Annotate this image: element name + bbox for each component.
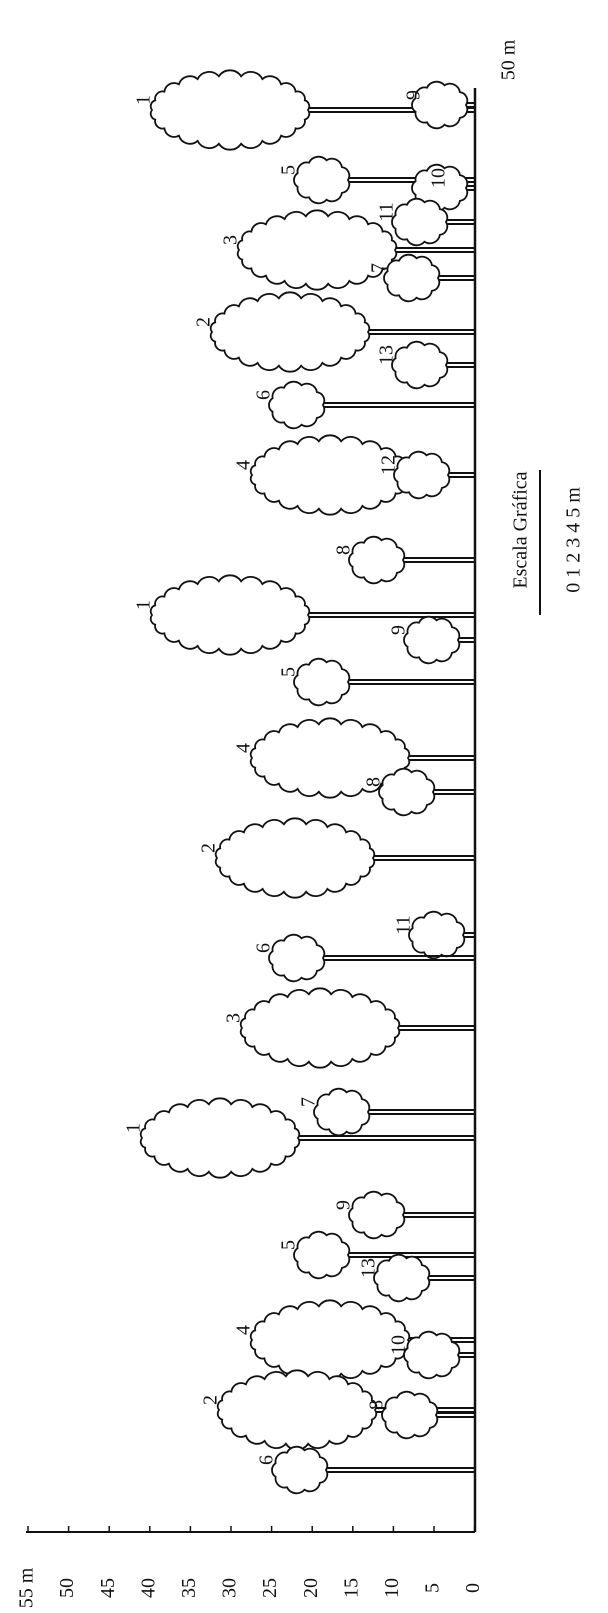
- tree-label: 6: [256, 1455, 278, 1465]
- crown: [348, 535, 406, 585]
- crown: [313, 1087, 371, 1137]
- crown: [391, 340, 449, 390]
- tree-label: 11: [376, 202, 398, 221]
- tree-label: 5: [278, 667, 300, 677]
- tree-label: 1: [133, 600, 155, 610]
- crown: [348, 1190, 406, 1240]
- tree-label: 7: [298, 1097, 320, 1107]
- crown: [236, 209, 398, 291]
- crown: [293, 1230, 351, 1280]
- tree-label: 2: [198, 843, 220, 853]
- height-tick-label: 35: [178, 1578, 200, 1598]
- tree-label: 5: [278, 1240, 300, 1250]
- tree-label: 6: [253, 943, 275, 953]
- tree-label: 13: [376, 345, 398, 365]
- tree-label: 10: [428, 168, 450, 188]
- tree-label: 8: [363, 777, 385, 787]
- crown: [391, 197, 449, 247]
- crown: [209, 291, 371, 373]
- scale-label: 0 1 2 3 4 5 m: [563, 487, 585, 593]
- crown: [149, 69, 311, 151]
- scale-title: Escala Gráfica: [510, 471, 532, 588]
- crown: [249, 717, 411, 799]
- tree-label: 9: [388, 625, 410, 635]
- tree-label: 9: [403, 90, 425, 100]
- height-tick-label: 15: [340, 1578, 362, 1598]
- tree-label: 8: [333, 545, 355, 555]
- height-tick-label: 40: [137, 1578, 159, 1598]
- crown: [381, 1390, 439, 1440]
- tree-label: 1: [123, 1123, 145, 1133]
- height-tick-label: 20: [300, 1578, 322, 1598]
- crown: [249, 434, 411, 516]
- crown: [293, 155, 351, 205]
- tree-label: 4: [233, 460, 255, 470]
- height-tick-label: 50: [56, 1578, 78, 1598]
- height-tick-label: 25: [259, 1578, 281, 1598]
- crown: [214, 817, 376, 899]
- tree-label: 12: [378, 455, 400, 475]
- height-tick-label: 10: [381, 1578, 403, 1598]
- tree-label: 13: [358, 1258, 380, 1278]
- crown: [293, 657, 351, 707]
- crown: [268, 380, 326, 430]
- crown: [393, 450, 451, 500]
- trees: 1 9 5 10 11 3 7 2 13 6 4 12 8 1 9 5 4 8 2 11 6 3 7 1 9 5 13 4 10 2 8 6: [123, 69, 475, 1495]
- tree-label: 2: [193, 317, 215, 327]
- tree-label: 8: [366, 1400, 388, 1410]
- crown: [403, 615, 461, 665]
- height-tick-label: 45: [97, 1578, 119, 1598]
- tree-label: 1: [133, 95, 155, 105]
- tree-label: 9: [333, 1200, 355, 1210]
- tree-label: 6: [253, 390, 275, 400]
- tree-label: 2: [200, 1395, 222, 1405]
- height-tick-label: 55 m: [16, 1567, 38, 1608]
- crown: [268, 933, 326, 983]
- tree-label: 3: [223, 1013, 245, 1023]
- crown: [216, 1369, 378, 1451]
- tree-label: 3: [220, 235, 242, 245]
- height-tick-label: 0: [462, 1583, 484, 1593]
- height-tick-label: 30: [219, 1578, 241, 1598]
- tree-label: 4: [233, 743, 255, 753]
- tree-label: 10: [388, 1335, 410, 1355]
- crown: [383, 253, 441, 303]
- tree-label: 11: [393, 915, 415, 934]
- crown: [378, 767, 436, 817]
- tree-label: 7: [368, 263, 390, 273]
- crown: [408, 910, 466, 960]
- crown: [149, 574, 311, 656]
- crown: [403, 1330, 461, 1380]
- crown: [239, 987, 401, 1069]
- crown: [411, 163, 469, 213]
- tree-label: 4: [233, 1325, 255, 1335]
- tree-label: 5: [278, 165, 300, 175]
- crown: [271, 1445, 329, 1495]
- height-ticks: 55 m 50 45 40 35 30 25 20 15 10 5 0: [16, 1526, 484, 1608]
- crown: [373, 1253, 431, 1303]
- height-tick-label: 5: [422, 1583, 444, 1593]
- length-label: 50 m: [498, 39, 520, 80]
- crown: [249, 1299, 411, 1381]
- crown: [411, 80, 469, 130]
- crown: [139, 1097, 301, 1179]
